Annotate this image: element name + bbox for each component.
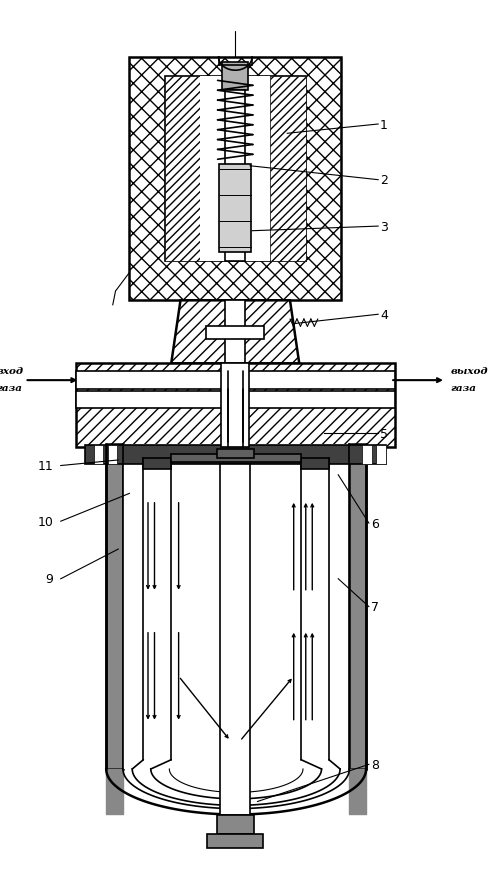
Bar <box>129 58 340 301</box>
Text: 8: 8 <box>370 758 378 771</box>
Bar <box>164 77 305 262</box>
Bar <box>85 445 385 464</box>
Bar <box>143 459 171 469</box>
Bar <box>220 464 249 815</box>
Text: газа: газа <box>0 384 22 392</box>
Bar <box>242 371 394 390</box>
Text: 2: 2 <box>379 174 387 187</box>
Text: 4: 4 <box>379 308 387 321</box>
Bar <box>221 364 249 448</box>
Bar <box>94 445 103 464</box>
Bar <box>216 450 253 459</box>
Bar <box>242 392 394 409</box>
Polygon shape <box>171 301 299 364</box>
Text: выход: выход <box>449 367 487 376</box>
Bar <box>222 63 248 90</box>
Text: 6: 6 <box>370 517 378 530</box>
Bar <box>164 77 200 262</box>
Text: 7: 7 <box>370 601 378 613</box>
Bar <box>108 445 117 464</box>
Text: газа: газа <box>449 384 476 392</box>
Bar <box>206 327 264 340</box>
Text: вход: вход <box>0 367 24 376</box>
Bar <box>207 834 263 848</box>
Bar <box>122 444 348 769</box>
Bar <box>216 815 253 834</box>
Text: 1: 1 <box>379 118 387 131</box>
Bar <box>362 445 371 464</box>
Text: 10: 10 <box>38 515 53 528</box>
Bar <box>171 455 301 462</box>
Bar <box>301 459 328 469</box>
Bar <box>376 445 385 464</box>
Bar <box>219 164 250 253</box>
Bar <box>76 364 394 448</box>
Bar <box>348 444 366 769</box>
Bar <box>76 371 227 390</box>
Bar <box>270 77 305 262</box>
Text: 11: 11 <box>38 460 53 473</box>
Bar <box>76 392 227 409</box>
Text: 9: 9 <box>45 573 53 586</box>
Bar <box>200 77 270 262</box>
Bar <box>224 90 245 262</box>
Bar <box>106 444 122 769</box>
Text: 5: 5 <box>379 427 387 440</box>
Text: 3: 3 <box>379 220 387 233</box>
Bar <box>224 301 245 364</box>
